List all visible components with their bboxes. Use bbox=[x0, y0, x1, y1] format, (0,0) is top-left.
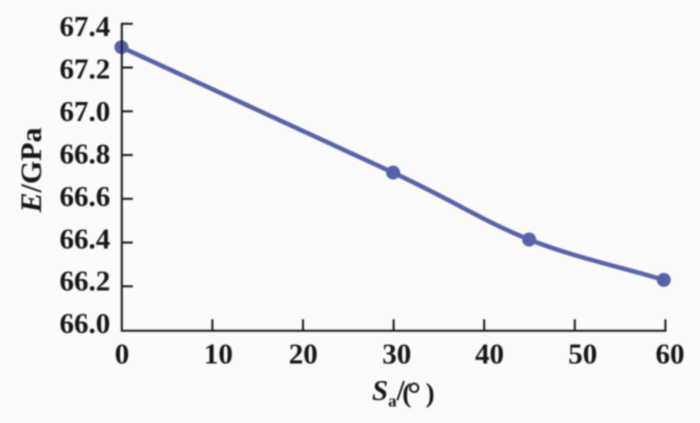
svg-text:67.2: 67.2 bbox=[59, 54, 110, 86]
svg-text:°: ° bbox=[407, 377, 421, 414]
svg-text:66.0: 66.0 bbox=[59, 308, 110, 340]
svg-text:30: 30 bbox=[382, 338, 411, 370]
svg-text:66.4: 66.4 bbox=[59, 223, 110, 255]
svg-text:10: 10 bbox=[204, 338, 233, 370]
svg-text:66.6: 66.6 bbox=[59, 181, 110, 213]
svg-text:67.4: 67.4 bbox=[59, 11, 110, 43]
svg-text:66.8: 66.8 bbox=[59, 138, 110, 170]
svg-text:50: 50 bbox=[568, 338, 597, 370]
svg-text:Sa/: Sa/ bbox=[372, 375, 406, 411]
svg-text:20: 20 bbox=[289, 338, 318, 370]
svg-text:0: 0 bbox=[115, 338, 130, 370]
svg-text:60: 60 bbox=[656, 338, 685, 370]
svg-text:40: 40 bbox=[475, 338, 504, 370]
svg-text:66.2: 66.2 bbox=[59, 266, 110, 298]
svg-text:67.0: 67.0 bbox=[59, 96, 110, 128]
svg-text:(: ( bbox=[402, 378, 411, 408]
svg-text:): ) bbox=[426, 378, 435, 408]
svg-text:E/GPa: E/GPa bbox=[15, 127, 48, 213]
